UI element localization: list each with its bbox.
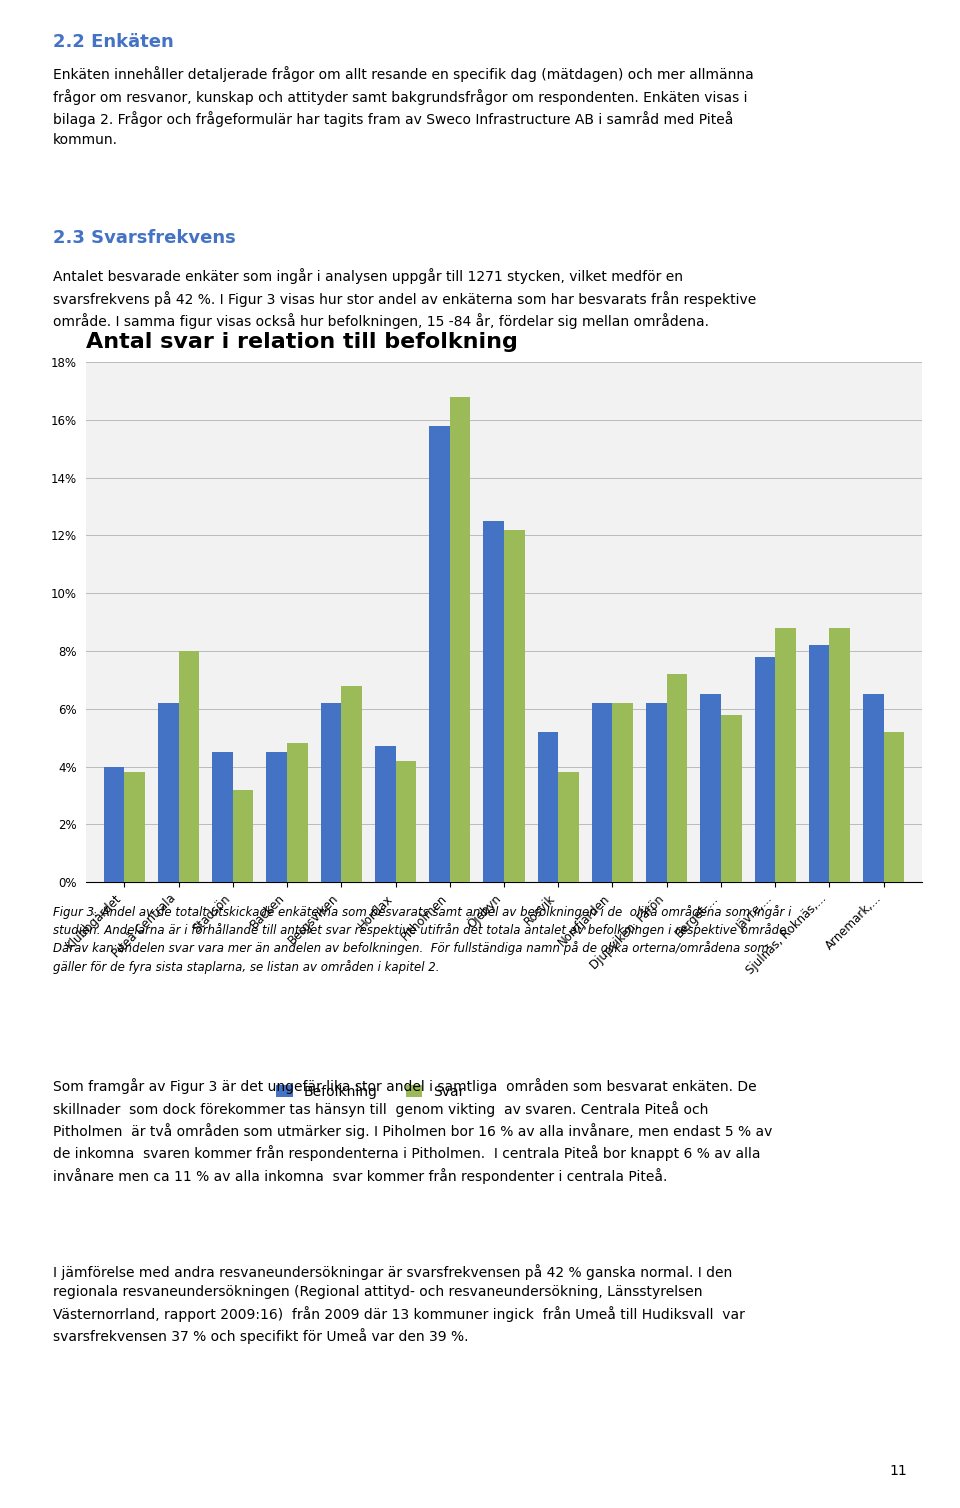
Bar (504, 529, 524, 882)
Bar (721, 715, 741, 882)
Text: Figur 3. Andel av de totalt utskickade enkäterna som besvarats samt andel av bef: Figur 3. Andel av de totalt utskickade e… (53, 905, 791, 974)
Legend: Befolkning, Svar: Befolkning, Svar (271, 1080, 470, 1104)
Text: Enkäten innehåller detaljerade frågor om allt resande en specifik dag (mätdagen): Enkäten innehåller detaljerade frågor om… (53, 66, 754, 146)
Text: 11: 11 (890, 1464, 907, 1478)
Bar (592, 703, 612, 882)
Bar (755, 657, 775, 882)
Bar (321, 703, 342, 882)
Bar (484, 520, 504, 882)
Bar (158, 703, 179, 882)
Bar (775, 627, 796, 882)
Bar (267, 752, 287, 882)
Bar (179, 651, 200, 882)
Bar (450, 397, 470, 882)
Bar (538, 731, 558, 882)
Bar (701, 694, 721, 882)
Text: 2.3 Svarsfrekvens: 2.3 Svarsfrekvens (53, 229, 235, 247)
Bar (829, 627, 850, 882)
Bar (396, 762, 416, 882)
Bar (104, 766, 125, 882)
Bar (808, 645, 829, 882)
Bar (646, 703, 666, 882)
Bar (863, 694, 883, 882)
Bar (429, 425, 450, 882)
Bar (883, 731, 904, 882)
Text: Som framgår av Figur 3 är det ungefär lika stor andel i samtliga  områden som be: Som framgår av Figur 3 är det ungefär li… (53, 1078, 772, 1184)
Text: I jämförelse med andra resvaneundersökningar är svarsfrekvensen på 42 % ganska n: I jämförelse med andra resvaneundersökni… (53, 1264, 745, 1344)
Bar (375, 746, 396, 882)
Text: Antal svar i relation till befolkning: Antal svar i relation till befolkning (86, 332, 518, 351)
Bar (287, 743, 307, 882)
Bar (558, 772, 579, 882)
Bar (233, 790, 253, 882)
Bar (666, 674, 687, 882)
Text: 2.2 Enkäten: 2.2 Enkäten (53, 33, 174, 51)
Bar (125, 772, 145, 882)
Text: Antalet besvarade enkäter som ingår i analysen uppgår till 1271 stycken, vilket : Antalet besvarade enkäter som ingår i an… (53, 268, 756, 329)
Bar (342, 686, 362, 882)
Bar (212, 752, 233, 882)
Bar (612, 703, 633, 882)
